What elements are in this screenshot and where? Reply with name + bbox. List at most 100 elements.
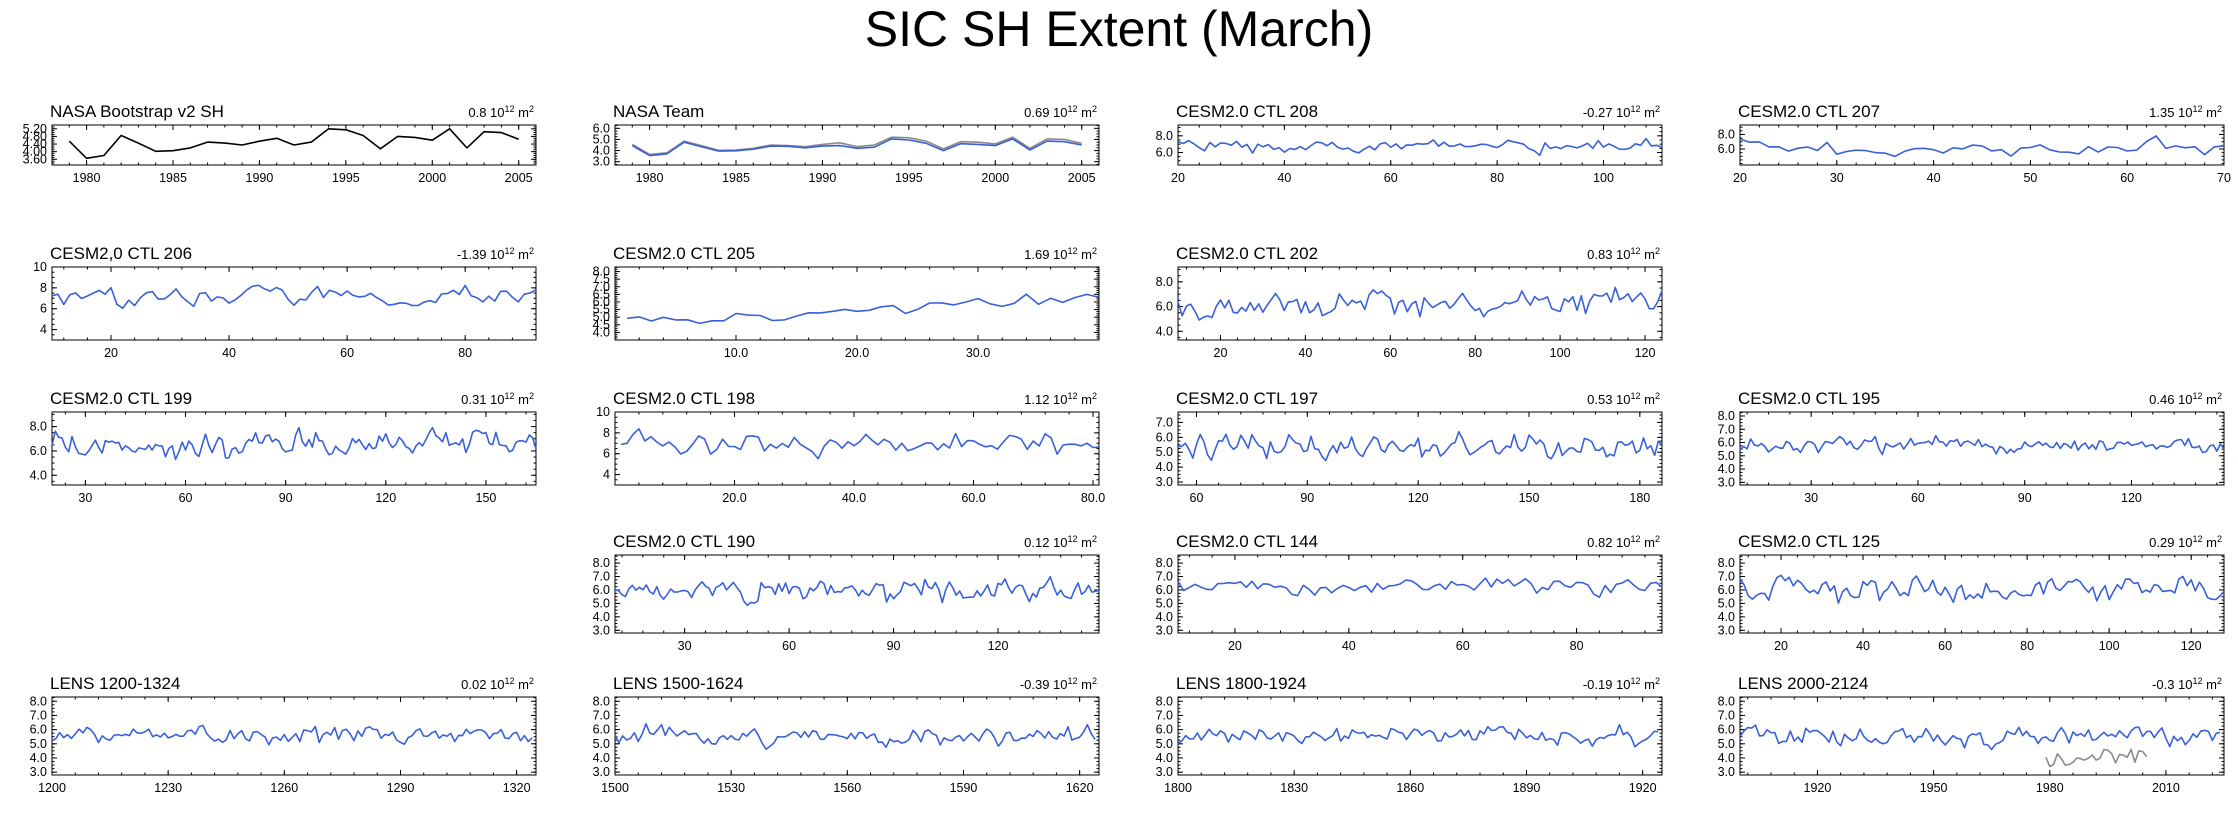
panel-5-ytick-label: 8 — [40, 281, 47, 295]
panel-11-xtick-label: 120 — [2121, 491, 2142, 505]
panel-12-title: CESM2.0 CTL 190 — [613, 532, 755, 551]
panel-3-ytick-label: 6.0 — [1156, 146, 1173, 160]
panel-12: CESM2.0 CTL 190 0.12 1012 m2 3.04.05.06.07… — [593, 532, 1100, 653]
panel-18-ytick-label: 3.0 — [1718, 765, 1735, 779]
panel-10-xtick-label: 60 — [1190, 491, 1204, 505]
panel-4-ytick-label: 8.0 — [1718, 127, 1735, 141]
panel-7-xtick-label: 100 — [1550, 346, 1571, 360]
panel-1-ytick-label: 5.20 — [23, 122, 47, 136]
panel-6-ytick-label: 5.0 — [593, 310, 610, 324]
panel-6-ytick-label: 6.5 — [593, 287, 610, 301]
panel-13-ytick-label: 4.0 — [1156, 610, 1173, 624]
panel-16-trend-stat: -0.39 1012 m2 — [1020, 676, 1097, 692]
panel-1-xtick-label: 2005 — [505, 171, 533, 185]
panel-1-ytick-label: 4.00 — [23, 145, 47, 159]
panel-17-series-1 — [1177, 723, 1659, 748]
panel-17-xtick-label: 1800 — [1164, 781, 1192, 795]
panel-6-series-1 — [627, 293, 1100, 325]
panel-11-ytick-label: 4.0 — [1718, 462, 1735, 476]
panel-16-series-1 — [614, 722, 1096, 751]
panel-14-xtick-label: 60 — [1938, 639, 1952, 653]
panel-10-xtick-label: 90 — [1300, 491, 1314, 505]
panel-2-frame — [614, 124, 1100, 166]
panel-12-xtick-label: 30 — [678, 639, 692, 653]
panel-12-ytick-label: 4.0 — [593, 610, 610, 624]
panel-15-ytick-label: 4.0 — [30, 751, 47, 765]
panel-13-xtick-label: 20 — [1228, 639, 1242, 653]
panel-7: CESM2.0 CTL 202 0.83 1012 m2 4.0 6.0 8.0 20 40… — [1156, 244, 1663, 360]
panel-16-ytick-label: 4.0 — [593, 751, 610, 765]
panel-14-ytick-label: 3.0 — [1718, 623, 1735, 637]
panel-7-series-1 — [1177, 286, 1663, 321]
panel-10-title: CESM2.0 CTL 197 — [1176, 389, 1318, 408]
panel-15-ytick-label: 7.0 — [30, 708, 47, 722]
panel-11-ytick-label: 6.0 — [1718, 436, 1735, 450]
panel-18-series-1 — [1739, 724, 2221, 751]
panel-4-xtick-label: 30 — [1830, 171, 1844, 185]
panel-13-xtick-label: 60 — [1456, 639, 1470, 653]
panel-16-xtick-label: 1500 — [601, 781, 629, 795]
panel-15-trend-stat: 0.02 1012 m2 — [461, 676, 534, 692]
panel-9-xtick-label: 20.0 — [722, 491, 746, 505]
panel-3-title: CESM2.0 CTL 208 — [1176, 102, 1318, 121]
panel-1-ytick-label: 3.60 — [23, 152, 47, 166]
panel-14-frame — [1739, 554, 2225, 634]
panel-11-frame — [1739, 411, 2225, 486]
panel-5-xtick-label: 60 — [340, 346, 354, 360]
panel-10-xtick-label: 180 — [1629, 491, 1650, 505]
panel-2-trend-stat: 0.69 1012 m2 — [1024, 104, 1097, 120]
panel-17-ytick-label: 8.0 — [1156, 694, 1173, 708]
panel-10-ytick-label: 6.0 — [1156, 430, 1173, 444]
panel-17-ytick-label: 6.0 — [1156, 723, 1173, 737]
panel-17-ytick-label: 5.0 — [1156, 737, 1173, 751]
panel-5-frame — [51, 266, 537, 341]
panel-5-ytick-label: 6 — [40, 302, 47, 316]
panel-18-xtick-label: 1950 — [1920, 781, 1948, 795]
panel-3: CESM2.0 CTL 208 -0.27 1012 m2 6.0 8.0 20 40 60… — [1156, 102, 1663, 185]
panel-11-title: CESM2.0 CTL 195 — [1738, 389, 1880, 408]
panel-4-xtick-label: 40 — [1927, 171, 1941, 185]
panel-11-xtick-label: 30 — [1804, 491, 1818, 505]
panel-2-series-2 — [631, 138, 1082, 157]
panel-6-trend-stat: 1.69 1012 m2 — [1024, 246, 1097, 262]
panel-13-ytick-label: 8.0 — [1156, 556, 1173, 570]
panel-6: CESM2.0 CTL 205 1.69 1012 m24.04.55.05.56… — [593, 244, 1100, 360]
panel-15-xtick-label: 1230 — [154, 781, 182, 795]
panel-14: CESM2.0 CTL 125 0.29 1012 m2 3.04.05.06.07… — [1718, 532, 2225, 653]
panel-1-xtick-label: 1985 — [159, 171, 187, 185]
panel-8-xtick-label: 120 — [375, 491, 396, 505]
panel-1-xtick-label: 2000 — [418, 171, 446, 185]
panel-9-ytick-label: 10 — [596, 405, 610, 419]
panel-18-ytick-label: 4.0 — [1718, 751, 1735, 765]
panel-6-ytick-label: 7.5 — [593, 272, 610, 286]
panel-10-ytick-label: 7.0 — [1156, 415, 1173, 429]
panel-1-ytick-label: 4.40 — [23, 137, 47, 151]
panel-13-ytick-label: 3.0 — [1156, 623, 1173, 637]
panel-12-series-1 — [615, 575, 1100, 607]
panel-11-xtick-label: 90 — [2018, 491, 2032, 505]
panel-1-ytick-label: 4.80 — [23, 129, 47, 143]
panel-1-xtick-label: 1980 — [73, 171, 101, 185]
panel-13-ytick-label: 7.0 — [1156, 570, 1173, 584]
panel-12-ytick-label: 6.0 — [593, 583, 610, 597]
panel-16-xtick-label: 1530 — [717, 781, 745, 795]
panel-16-xtick-label: 1590 — [950, 781, 978, 795]
panel-5-ytick-label: 4 — [40, 323, 47, 337]
panel-12-ytick-label: 7.0 — [593, 570, 610, 584]
panel-2-xtick-label: 1990 — [809, 171, 837, 185]
panel-8-ytick-label: 4.0 — [30, 468, 47, 482]
panel-1-xtick-label: 1990 — [246, 171, 274, 185]
panel-4-xtick-label: 50 — [2023, 171, 2037, 185]
panel-2: NASA Team 0.69 1012 m2 3.04.05.06.0 1980 198… — [593, 102, 1100, 185]
panel-2-ytick-label: 6.0 — [593, 121, 610, 135]
panel-18-xtick-label: 2010 — [2152, 781, 2180, 795]
panel-5: CESM2,0 CTL 206 -1.39 1012 m2 4 6 8 10 20 40 60 8… — [33, 244, 537, 360]
panel-3-xtick-label: 80 — [1490, 171, 1504, 185]
panel-7-ytick-label: 4.0 — [1156, 324, 1173, 338]
panel-15-ytick-label: 5.0 — [30, 737, 47, 751]
panel-18: LENS 2000-2124 -0.3 1012 m2 3.04.05.06.07.… — [1718, 674, 2225, 795]
panel-13-xtick-label: 80 — [1570, 639, 1584, 653]
panel-6-ytick-label: 6.0 — [593, 295, 610, 309]
panel-8-xtick-label: 150 — [476, 491, 497, 505]
